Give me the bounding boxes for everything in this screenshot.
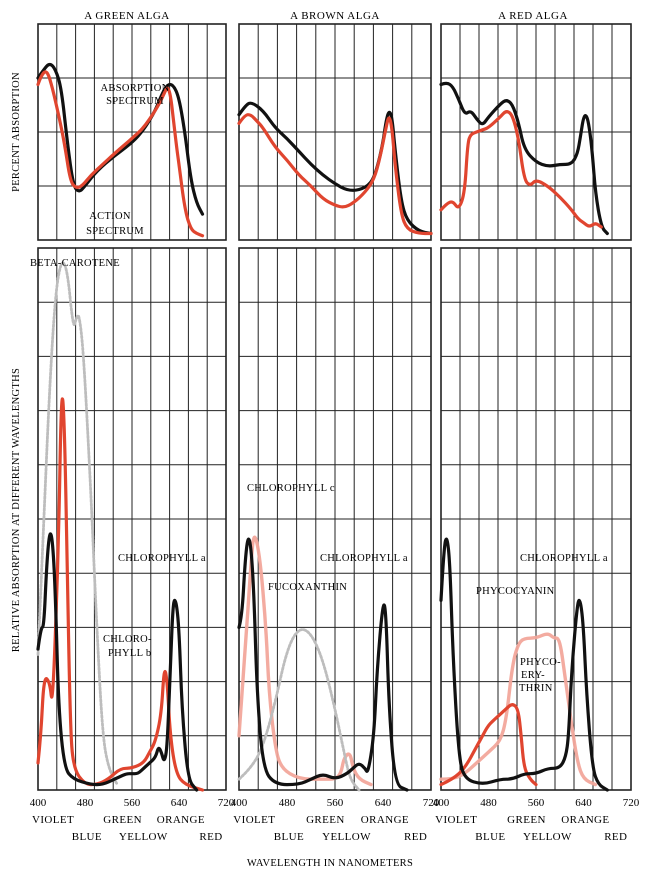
color-band-blue: BLUE — [72, 831, 102, 843]
annotation-red-chlorophyll-a: CHLOROPHYLL a — [520, 553, 608, 564]
x-tick-label: 480 — [480, 797, 497, 809]
series-line-chlorophyll-a — [439, 537, 609, 792]
x-tick-label: 560 — [124, 797, 141, 809]
panel-red-alga-bottom — [439, 247, 632, 792]
panel-frame — [440, 23, 632, 241]
series-line-chlorophyll-a — [237, 537, 409, 792]
series-line-chlorophyll-a — [36, 532, 199, 792]
color-band-orange: ORANGE — [361, 814, 409, 826]
annotation-action-spectrum: SPECTRUM — [86, 226, 144, 237]
color-band-violet: VIOLET — [435, 814, 477, 826]
color-band-red: RED — [604, 831, 627, 843]
panel-brown-alga-bottom — [237, 247, 432, 792]
x-tick-label: 560 — [327, 797, 344, 809]
x-tick-label: 400 — [231, 797, 248, 809]
series-line-beta-carotene — [36, 261, 119, 786]
x-tick-label: 720 — [423, 797, 440, 809]
panel-frame — [440, 247, 632, 791]
series-line-red-1 — [237, 113, 433, 236]
x-tick-label: 560 — [528, 797, 545, 809]
panel-frame — [37, 247, 227, 791]
top-y-axis-label: PERCENT ABSORPTION — [11, 72, 22, 192]
panel-frame — [238, 23, 432, 241]
annotation-thrin: THRIN — [519, 683, 553, 694]
panel-green-alga-bottom — [36, 247, 227, 792]
annotation-phyll-b: PHYLL b — [108, 648, 151, 659]
x-tick-label: 720 — [623, 797, 640, 809]
color-band-green: GREEN — [507, 814, 546, 826]
x-tick-label: 400 — [30, 797, 47, 809]
color-band-blue: BLUE — [274, 831, 304, 843]
color-band-orange: ORANGE — [157, 814, 205, 826]
annotation-phyco: PHYCO- — [520, 657, 561, 668]
x-tick-label: 640 — [171, 797, 188, 809]
panel-brown-alga-top — [237, 23, 433, 241]
series-line-red-1 — [36, 70, 205, 238]
series-line-chlorophyll-b — [36, 397, 205, 792]
annotation-ery: ERY- — [521, 670, 545, 681]
panel-frame — [238, 247, 432, 791]
panel-frame — [37, 23, 227, 241]
annotation-absorption-spectrum: SPECTRUM — [106, 96, 164, 107]
color-band-blue: BLUE — [475, 831, 505, 843]
x-tick-label: 720 — [218, 797, 235, 809]
x-tick-label: 400 — [433, 797, 450, 809]
bottom-y-axis-label: RELATIVE ABSORPTION AT DIFFERENT WAVELEN… — [11, 368, 22, 652]
x-tick-label: 480 — [279, 797, 296, 809]
series-line-fucoxanthin — [237, 628, 361, 792]
annotation-chlorophyll-c: CHLOROPHYLL c — [247, 483, 335, 494]
annotation-brown-chlorophyll-a: CHLOROPHYLL a — [320, 553, 408, 564]
column-title-green-alga: A GREEN ALGA — [84, 10, 169, 22]
color-band-green: GREEN — [306, 814, 345, 826]
x-tick-label: 640 — [575, 797, 592, 809]
annotation-action: ACTION — [89, 211, 131, 222]
panel-green-alga-top — [36, 23, 227, 241]
color-band-red: RED — [199, 831, 222, 843]
color-band-red: RED — [404, 831, 427, 843]
column-title-red-alga: A RED ALGA — [498, 10, 568, 22]
annotation-fucoxanthin: FUCOXANTHIN — [268, 582, 347, 593]
color-band-orange: ORANGE — [561, 814, 609, 826]
series-line-black-0 — [439, 81, 609, 236]
color-band-violet: VIOLET — [32, 814, 74, 826]
color-band-yellow: YELLOW — [523, 831, 572, 843]
panel-red-alga-top — [439, 23, 632, 241]
x-tick-label: 640 — [375, 797, 392, 809]
color-band-violet: VIOLET — [233, 814, 275, 826]
x-tick-label: 480 — [77, 797, 94, 809]
series-line-phycoerythrin — [439, 703, 538, 787]
x-axis-label: WAVELENGTH IN NANOMETERS — [247, 858, 413, 869]
series-line-chlorophyll-c — [237, 535, 373, 787]
color-band-yellow: YELLOW — [119, 831, 168, 843]
color-band-green: GREEN — [103, 814, 142, 826]
color-band-yellow: YELLOW — [322, 831, 371, 843]
series-line-red-1 — [439, 110, 603, 229]
series-line-black-0 — [36, 62, 205, 216]
annotation-chloro: CHLORO- — [103, 634, 152, 645]
annotation-absorption: ABSORPTION — [101, 83, 170, 94]
annotation-phycocyanin: PHYCOCYANIN — [476, 586, 555, 597]
column-title-brown-alga: A BROWN ALGA — [290, 10, 380, 22]
annotation-green-chlorophyll-a: CHLOROPHYLL a — [118, 553, 206, 564]
annotation-beta-carotene: BETA-CAROTENE — [30, 258, 120, 269]
